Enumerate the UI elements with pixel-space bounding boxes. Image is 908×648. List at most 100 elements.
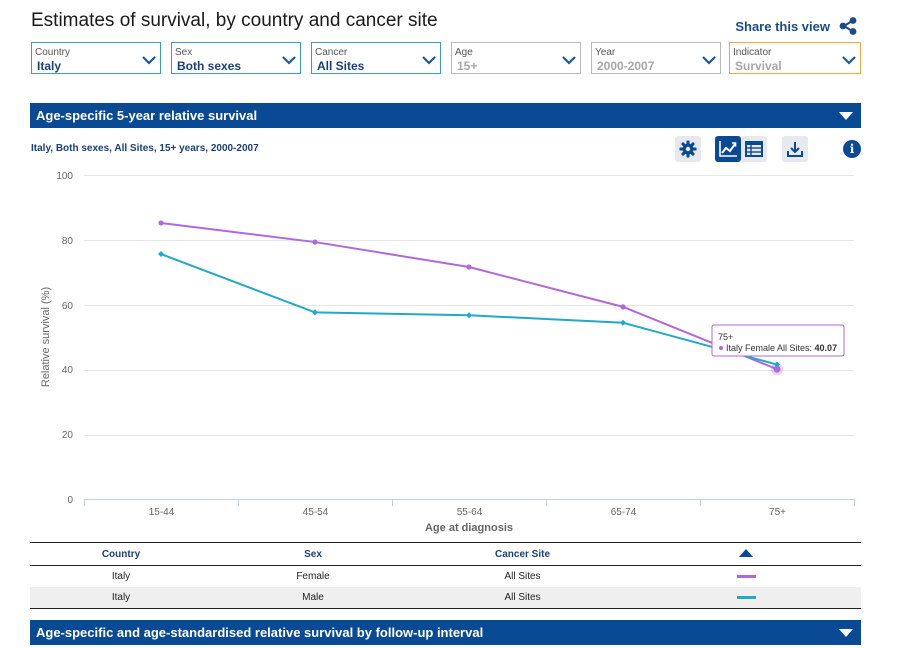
legend-country: Italy (30, 587, 212, 609)
share-label: Share this view (735, 18, 830, 34)
table-view-button[interactable] (741, 136, 767, 162)
caret-down-icon (839, 112, 853, 120)
section-header-age-specific[interactable]: Age-specific 5-year relative survival (30, 103, 861, 128)
indicator-select[interactable]: Indicator Survival (729, 42, 861, 74)
chart-subtitle: Italy, Both sexes, All Sites, 15+ years,… (31, 143, 259, 154)
legend-row[interactable]: Italy Female All Sites (30, 566, 861, 588)
tooltip-marker (719, 346, 723, 350)
chevron-down-icon (142, 56, 156, 65)
sex-select-label: Sex (175, 47, 193, 58)
legend-site: All Sites (504, 571, 541, 582)
gear-icon (679, 140, 697, 158)
legend-sex: Female (296, 571, 330, 582)
share-icon (839, 17, 857, 35)
cancer-select[interactable]: Cancer All Sites (311, 42, 441, 74)
col-sex[interactable]: Sex (212, 542, 414, 566)
y-tick-label: 40 (62, 365, 74, 376)
caret-down-icon (839, 629, 853, 637)
legend-swatch-cell (631, 566, 861, 588)
legend-row[interactable]: Italy Male All Sites (30, 587, 861, 609)
x-tick-label: 65-74 (611, 507, 637, 518)
grid-lines (84, 175, 854, 436)
line-chart-icon (719, 141, 737, 157)
age-select-label: Age (455, 47, 473, 58)
series-layer (158, 220, 783, 376)
col-country[interactable]: Country (30, 542, 212, 566)
share-button[interactable]: Share this view (735, 16, 858, 36)
series-line-italy-female-all-sites[interactable] (160, 221, 778, 371)
tooltip-colon: : (810, 343, 815, 353)
chevron-down-icon (282, 56, 296, 65)
legend-table: Country Sex Cancer Site Italy Female All… (30, 542, 861, 609)
section-header-title: Age-specific 5-year relative survival (36, 108, 258, 123)
x-tick-label: 15-44 (149, 507, 175, 518)
country-select-value: Italy (37, 59, 62, 73)
y-tick-label: 20 (62, 430, 74, 441)
data-point-italy-female-all-sites[interactable] (773, 365, 781, 373)
year-select-value: 2000-2007 (597, 59, 655, 73)
x-axis-ticks (84, 499, 855, 506)
sex-select-value: Both sexes (177, 59, 242, 73)
data-point-italy-male-all-sites[interactable] (158, 251, 164, 258)
country-select[interactable]: Country Italy (31, 42, 161, 74)
tooltip-category: 75+ (718, 332, 733, 342)
settings-button[interactable] (675, 136, 701, 162)
chevron-down-icon (422, 56, 436, 65)
chevron-down-icon (562, 56, 576, 65)
year-select[interactable]: Year 2000-2007 (591, 42, 721, 74)
cancer-select-value: All Sites (317, 59, 365, 73)
male-series-swatch (736, 595, 756, 599)
y-tick-label: 60 (62, 301, 74, 312)
sort-column[interactable] (631, 542, 861, 566)
data-point-italy-male-all-sites[interactable] (312, 309, 318, 316)
chevron-down-icon (842, 56, 856, 65)
section-header-title: Age-specific and age-standardised relati… (36, 625, 484, 640)
data-point-italy-female-all-sites[interactable] (620, 304, 626, 310)
y-tick-label: 0 (67, 495, 73, 506)
data-point-italy-male-all-sites[interactable] (774, 361, 780, 368)
sex-select[interactable]: Sex Both sexes (171, 42, 301, 74)
tooltip-series: Italy Female All Sites (726, 343, 810, 353)
data-point-italy-female-all-sites[interactable] (312, 239, 318, 245)
year-select-label: Year (595, 47, 616, 58)
line-chart: 100 80 60 40 20 0 15-44 45-54 55-64 65-7… (40, 171, 855, 534)
page-title: Estimates of survival, by country and ca… (31, 10, 438, 31)
indicator-select-label: Indicator (733, 47, 772, 58)
data-point-italy-male-all-sites[interactable] (620, 319, 626, 326)
x-axis-label: Age at diagnosis (425, 522, 513, 534)
chevron-down-icon (702, 56, 716, 65)
download-icon (787, 142, 803, 157)
country-select-label: Country (35, 47, 71, 58)
data-point-italy-female-all-sites[interactable] (466, 264, 472, 270)
col-cancer-site[interactable]: Cancer Site (414, 542, 631, 566)
y-tick-label: 80 (62, 236, 74, 247)
tooltip-box (711, 324, 845, 357)
tooltip: 75+ Italy Female All Sites: 40.07 (711, 324, 845, 357)
legend-site: All Sites (414, 587, 631, 609)
section-header-follow-up[interactable]: Age-specific and age-standardised relati… (30, 620, 861, 645)
indicator-select-value: Survival (735, 59, 782, 73)
legend-header-row: Country Sex Cancer Site (30, 542, 861, 566)
info-icon[interactable]: i (843, 140, 861, 158)
chart-view-button[interactable] (715, 136, 741, 162)
data-point-italy-female-all-sites[interactable] (158, 220, 164, 226)
x-tick-label: 75+ (769, 507, 786, 518)
legend-sex: Male (212, 587, 414, 609)
sort-ascending-icon (739, 548, 753, 557)
legend-swatch-cell (631, 587, 861, 609)
tooltip-value: 40.07 (815, 343, 838, 353)
female-series-swatch (736, 574, 756, 578)
download-button[interactable] (782, 136, 808, 162)
age-select[interactable]: Age 15+ (451, 42, 581, 74)
y-tick-label: 100 (56, 171, 73, 182)
y-axis-label: Relative survival (%) (40, 287, 52, 387)
x-tick-label: 45-54 (303, 507, 329, 518)
filter-bar: Country Italy Sex Both sexes Cancer All … (31, 42, 861, 76)
tooltip-series-line: Italy Female All Sites: 40.07 (726, 343, 837, 353)
x-tick-label: 55-64 (457, 507, 483, 518)
data-point-italy-male-all-sites[interactable] (466, 312, 472, 319)
series-line-italy-male-all-sites[interactable] (160, 253, 778, 366)
cancer-select-label: Cancer (315, 47, 348, 58)
age-select-value: 15+ (457, 59, 478, 73)
table-icon (745, 141, 763, 157)
